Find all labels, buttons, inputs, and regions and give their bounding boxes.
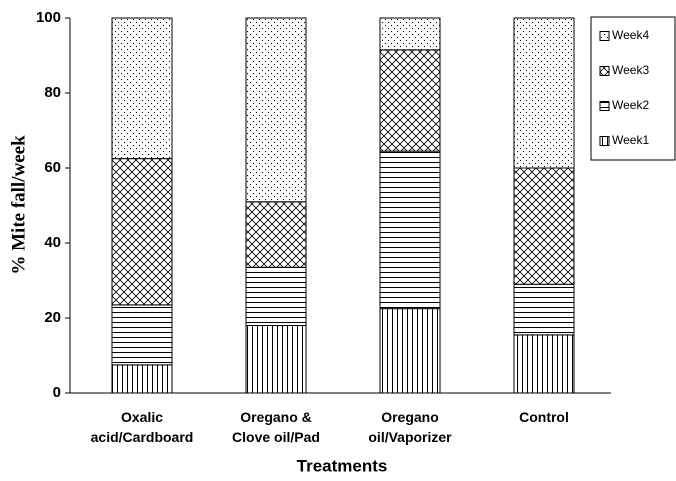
y-tick-label: 20 bbox=[44, 309, 61, 326]
legend-swatch bbox=[599, 101, 610, 111]
bar-segment bbox=[245, 17, 307, 203]
bar-segment bbox=[379, 49, 441, 152]
legend-label: Week2 bbox=[612, 98, 649, 112]
bar-segment bbox=[111, 364, 173, 394]
x-tick-label: Oregano & Clove oil/Pad bbox=[232, 409, 320, 445]
bar-segment bbox=[379, 17, 441, 51]
y-tick-label: 100 bbox=[36, 9, 61, 26]
bar-segment bbox=[245, 266, 307, 326]
legend-label: Week1 bbox=[612, 133, 649, 147]
x-tick-label-line: Control bbox=[519, 409, 569, 425]
y-tick-label: 60 bbox=[44, 159, 61, 176]
bar-segment bbox=[513, 167, 575, 285]
y-tick-label: 40 bbox=[44, 234, 61, 251]
y-tick-label: 0 bbox=[53, 384, 61, 401]
bar-segment bbox=[245, 325, 307, 394]
x-tick-label: Oregano oil/Vaporizer bbox=[368, 409, 452, 445]
bar-segment bbox=[245, 201, 307, 268]
bar-segment bbox=[379, 308, 441, 394]
bar-segment bbox=[111, 158, 173, 306]
legend-label: Week4 bbox=[612, 28, 649, 42]
y-axis-label: % Mite fall/week bbox=[8, 135, 29, 275]
legend-swatch bbox=[599, 66, 610, 76]
bar-segment bbox=[513, 334, 575, 394]
legend-label: Week3 bbox=[612, 63, 649, 77]
bar-segment bbox=[379, 150, 441, 310]
x-tick-label-line: Clove oil/Pad bbox=[232, 429, 320, 445]
x-tick-label-line: Oregano bbox=[381, 409, 439, 425]
bar-segment bbox=[513, 17, 575, 169]
x-tick-label-line: acid/Cardboard bbox=[91, 429, 194, 445]
x-tick-label-line: Oxalic bbox=[121, 409, 163, 425]
x-tick-label-line: oil/Vaporizer bbox=[368, 429, 452, 445]
bar-segment bbox=[111, 17, 173, 160]
bar-segment bbox=[513, 283, 575, 336]
y-tick-label: 80 bbox=[44, 84, 61, 101]
bar-segment bbox=[111, 304, 173, 366]
x-tick-label: Control bbox=[519, 409, 569, 425]
legend-swatch bbox=[599, 31, 610, 41]
x-tick-label-line: Oregano & bbox=[240, 409, 312, 425]
x-axis-label: Treatments bbox=[297, 456, 388, 475]
legend-swatch bbox=[599, 136, 610, 146]
x-tick-label: Oxalic acid/Cardboard bbox=[91, 409, 194, 445]
